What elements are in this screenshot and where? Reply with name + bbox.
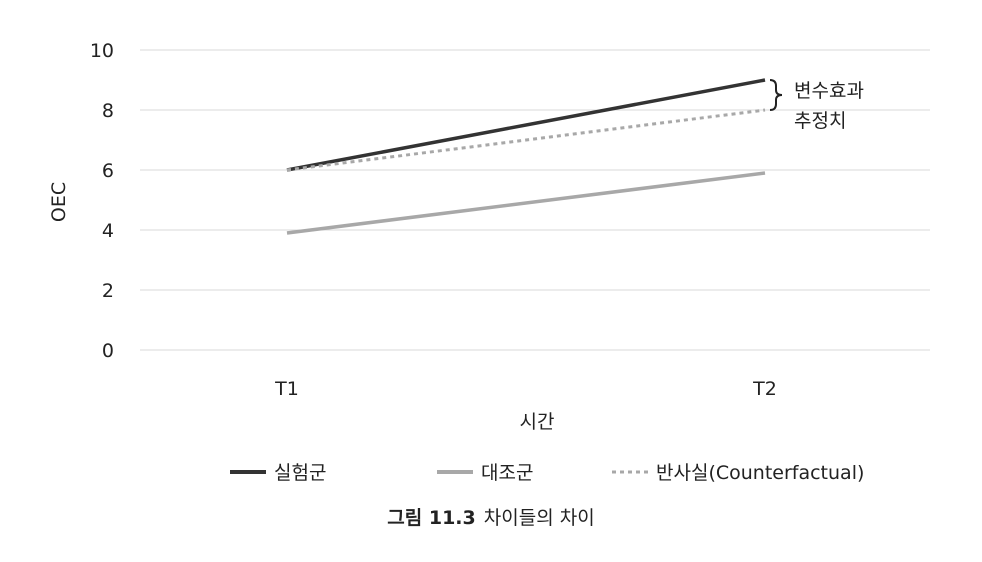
effect-annotation: 변수효과 추정치 <box>769 79 864 132</box>
x-axis-label: 시간 <box>520 411 555 433</box>
annotation-brace <box>769 79 783 111</box>
legend-label-2: 반사실(Counterfactual) <box>656 462 864 484</box>
series-line-2 <box>286 108 766 172</box>
legend: 실험군 대조군 반사실(Counterfactual) <box>230 462 864 484</box>
annotation-line-1: 변수효과 <box>794 80 864 102</box>
x-axis-ticks: T1 T2 <box>274 378 777 400</box>
legend-label-1: 대조군 <box>481 462 533 484</box>
y-tick-label: 10 <box>90 40 114 62</box>
series-line-0 <box>286 78 766 172</box>
annotation-line-2: 추정치 <box>794 110 846 132</box>
y-axis-ticks: 0 2 4 6 8 10 <box>90 40 114 362</box>
figure-title: 차이들의 차이 <box>483 507 595 529</box>
y-tick-label: 0 <box>102 340 114 362</box>
y-axis-label: OEC <box>48 182 70 222</box>
gridlines <box>140 49 930 351</box>
legend-label-0: 실험군 <box>274 462 326 484</box>
y-tick-label: 4 <box>102 220 114 242</box>
figure-caption: 그림 11.3 차이들의 차이 <box>0 503 982 530</box>
y-tick-label: 8 <box>102 100 114 122</box>
figure-number: 그림 11.3 <box>387 507 476 529</box>
y-tick-label: 2 <box>102 280 114 302</box>
series-line-1 <box>286 171 766 235</box>
y-tick-label: 6 <box>102 160 114 182</box>
x-tick-label: T2 <box>752 378 777 400</box>
x-tick-label: T1 <box>274 378 299 400</box>
series-lines <box>286 78 766 235</box>
